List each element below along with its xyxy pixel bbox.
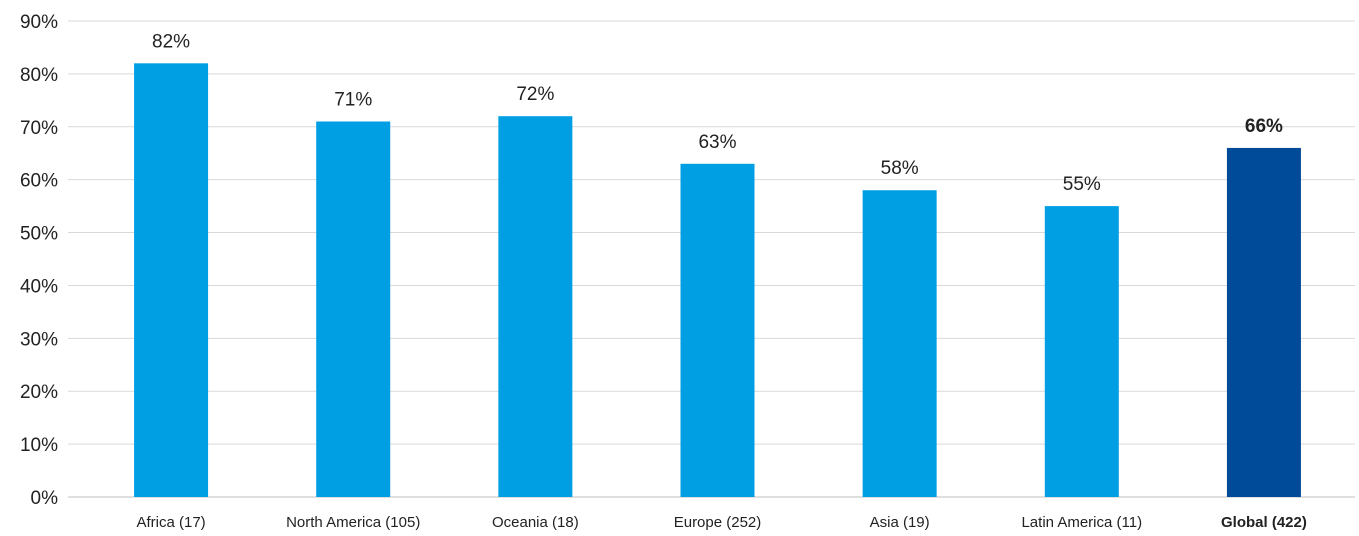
category-label: Latin America (11) — [1021, 514, 1142, 531]
y-tick-label: 80% — [20, 65, 58, 86]
bar — [1044, 206, 1119, 497]
data-labels: 82% 71% 72% 63% 58% 55% 66% — [152, 31, 1283, 195]
y-tick-label: 90% — [20, 12, 58, 33]
category-label: Asia (19) — [870, 514, 930, 531]
y-tick-label: 30% — [20, 329, 58, 350]
bars — [134, 63, 1301, 498]
data-label: 82% — [152, 31, 190, 52]
bar — [862, 190, 937, 497]
category-label: North America (105) — [286, 514, 420, 531]
y-axis-ticks: 0% 10% 20% 30% 40% 50% 60% 70% 80% 90% — [20, 12, 58, 509]
data-label: 55% — [1063, 174, 1101, 195]
y-tick-label: 70% — [20, 118, 58, 139]
x-axis-categories: Africa (17) North America (105) Oceania (1… — [136, 514, 1306, 531]
data-label: 63% — [698, 132, 736, 153]
y-tick-label: 10% — [20, 435, 58, 456]
bar — [1226, 147, 1301, 497]
y-tick-label: 50% — [20, 224, 58, 245]
category-label: Africa (17) — [136, 514, 205, 531]
bar — [680, 163, 755, 498]
category-label: Europe (252) — [674, 514, 762, 531]
bar — [498, 116, 573, 497]
category-label: Global (422) — [1221, 514, 1307, 531]
y-tick-label: 0% — [31, 488, 59, 509]
y-tick-label: 40% — [20, 276, 58, 297]
bar — [134, 63, 209, 498]
data-label: 72% — [516, 84, 554, 105]
bar — [316, 121, 391, 497]
data-label: 58% — [881, 158, 919, 179]
y-tick-label: 60% — [20, 171, 58, 192]
y-tick-label: 20% — [20, 382, 58, 403]
data-label: 71% — [334, 89, 372, 110]
data-label: 66% — [1245, 116, 1283, 137]
category-label: Oceania (18) — [492, 514, 579, 531]
